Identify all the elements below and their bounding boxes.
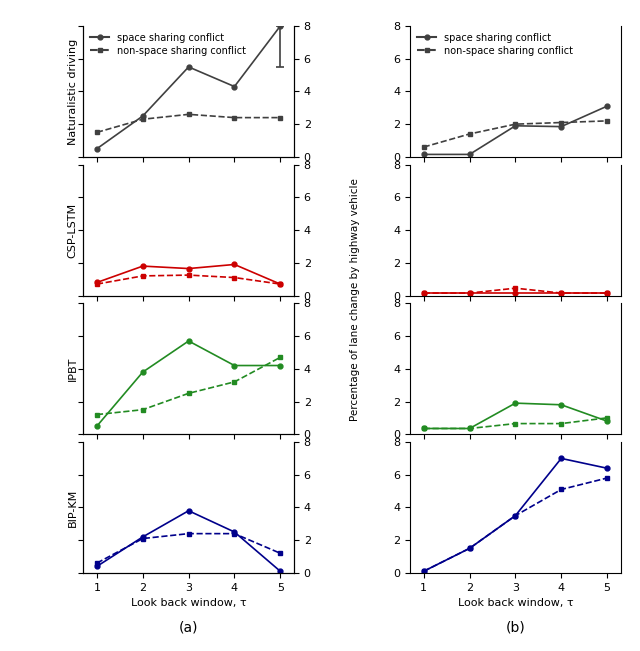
Text: Percentage of lane change by highway vehicle: Percentage of lane change by highway veh… bbox=[350, 178, 360, 421]
Legend: space sharing conflict, non-space sharing conflict: space sharing conflict, non-space sharin… bbox=[88, 31, 248, 58]
Y-axis label: CSP-LSTM: CSP-LSTM bbox=[68, 202, 78, 258]
Text: (b): (b) bbox=[506, 620, 525, 635]
Y-axis label: IPBT: IPBT bbox=[68, 357, 78, 381]
Y-axis label: Naturalistic driving: Naturalistic driving bbox=[68, 38, 78, 145]
X-axis label: Look back window, τ: Look back window, τ bbox=[458, 598, 573, 608]
Legend: space sharing conflict, non-space sharing conflict: space sharing conflict, non-space sharin… bbox=[415, 31, 575, 58]
Text: (a): (a) bbox=[179, 620, 198, 635]
X-axis label: Look back window, τ: Look back window, τ bbox=[131, 598, 246, 608]
Y-axis label: BIP-KM: BIP-KM bbox=[68, 488, 78, 527]
